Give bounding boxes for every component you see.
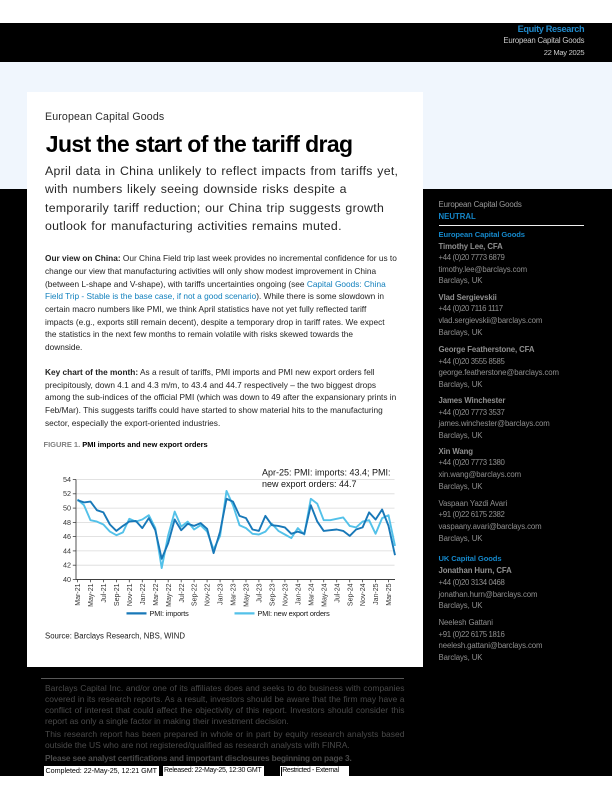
svg-text:Jan-23: Jan-23 — [218, 583, 225, 605]
svg-text:Sep-23: Sep-23 — [270, 583, 277, 606]
svg-text:Nov-24: Nov-24 — [360, 583, 367, 606]
svg-text:Jan-25: Jan-25 — [373, 583, 380, 605]
svg-text:May-22: May-22 — [166, 583, 173, 606]
svg-text:Sep-24: Sep-24 — [347, 583, 354, 606]
svg-text:44: 44 — [63, 546, 71, 555]
svg-text:Jul-23: Jul-23 — [257, 583, 264, 602]
svg-text:Jul-24: Jul-24 — [334, 583, 341, 602]
svg-text:Sep-21: Sep-21 — [114, 583, 121, 606]
svg-text:Apr-25: PMI: imports: 43.4; PM: Apr-25: PMI: imports: 43.4; PMI: — [262, 468, 391, 478]
svg-text:Nov-22: Nov-22 — [205, 583, 212, 606]
svg-text:Nov-23: Nov-23 — [283, 583, 290, 606]
svg-text:54: 54 — [63, 475, 71, 484]
svg-text:40: 40 — [63, 575, 71, 584]
svg-text:new export orders: 44.7: new export orders: 44.7 — [262, 479, 357, 489]
svg-text:50: 50 — [63, 504, 71, 513]
svg-text:52: 52 — [63, 489, 71, 498]
svg-text:May-21: May-21 — [88, 583, 95, 606]
svg-text:48: 48 — [63, 518, 71, 527]
svg-text:42: 42 — [63, 561, 71, 570]
svg-text:Mar-24: Mar-24 — [308, 583, 315, 605]
svg-text:Mar-23: Mar-23 — [231, 583, 238, 605]
svg-text:May-23: May-23 — [244, 583, 251, 606]
svg-text:PMI: imports: PMI: imports — [150, 609, 190, 618]
svg-text:PMI: new export orders: PMI: new export orders — [258, 609, 331, 618]
svg-text:Sep-22: Sep-22 — [192, 583, 199, 606]
svg-text:Jan-24: Jan-24 — [295, 583, 302, 605]
svg-text:May-24: May-24 — [321, 583, 328, 606]
svg-text:Mar-21: Mar-21 — [75, 583, 82, 605]
svg-text:Mar-25: Mar-25 — [386, 583, 393, 605]
svg-text:Jul-22: Jul-22 — [179, 583, 186, 602]
svg-text:Source: Barclays Research, NBS: Source: Barclays Research, NBS, WIND — [45, 632, 185, 641]
svg-text:Jan-22: Jan-22 — [140, 583, 147, 605]
svg-text:46: 46 — [63, 532, 71, 541]
svg-text:Mar-22: Mar-22 — [153, 583, 160, 605]
svg-text:Jul-21: Jul-21 — [101, 583, 108, 602]
svg-text:Nov-21: Nov-21 — [127, 583, 134, 606]
